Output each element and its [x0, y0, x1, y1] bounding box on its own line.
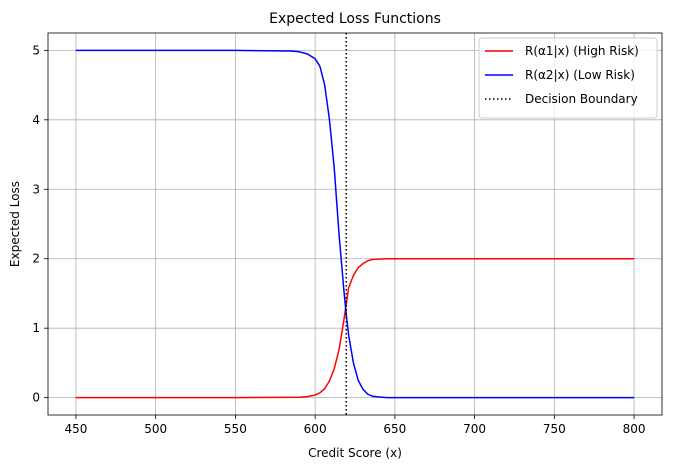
plot-frame: [47, 32, 663, 416]
x-tick-label-800: 800: [623, 422, 646, 436]
series-line-low-risk: [75, 49, 635, 399]
x-tick-label-500: 500: [144, 422, 167, 436]
y-axis-label: Expected Loss: [8, 181, 22, 267]
legend-label-high-risk: R(α1|x) (High Risk): [525, 44, 639, 58]
y-tick-label-2: 2: [32, 252, 40, 266]
x-axis-ticks: 450 500 550 600 650 700 750 800: [64, 415, 646, 436]
y-tick-label-1: 1: [32, 321, 40, 335]
legend-box: [478, 37, 658, 119]
series-line-high-risk: [75, 257, 635, 399]
x-tick-label-700: 700: [463, 422, 486, 436]
x-axis-label: Credit Score (x): [308, 446, 402, 460]
legend-label-low-risk: R(α2|x) (Low Risk): [525, 68, 635, 82]
y-tick-label-5: 5: [32, 43, 40, 57]
legend-label-decision-boundary: Decision Boundary: [525, 92, 638, 106]
x-tick-label-450: 450: [64, 422, 87, 436]
x-tick-label-550: 550: [224, 422, 247, 436]
y-tick-label-4: 4: [32, 113, 40, 127]
legend: R(α1|x) (High Risk) R(α2|x) (Low Risk) D…: [478, 37, 658, 119]
y-tick-label-3: 3: [32, 182, 40, 196]
x-tick-label-750: 750: [543, 422, 566, 436]
x-tick-label-600: 600: [304, 422, 327, 436]
y-tick-label-0: 0: [32, 391, 40, 405]
x-tick-label-650: 650: [383, 422, 406, 436]
chart-title: Expected Loss Functions: [269, 11, 441, 27]
series-layer: [75, 49, 635, 399]
y-axis-ticks: 0 1 2 3 4 5: [32, 43, 48, 405]
